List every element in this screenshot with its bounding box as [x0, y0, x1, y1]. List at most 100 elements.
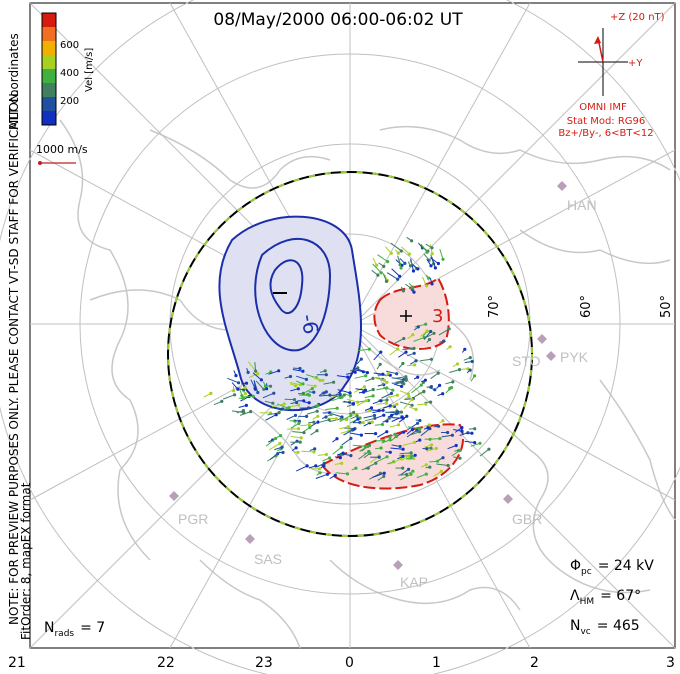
cross-polar-potential: Φpc = 24 kV — [570, 558, 654, 577]
colorbar-tick-400: 400 — [60, 68, 79, 79]
velocity-vector-origin — [340, 461, 344, 465]
velocity-vector-origin — [374, 432, 378, 436]
velocity-vector-origin — [324, 452, 328, 457]
velocity-vector-origin — [473, 374, 477, 378]
velocity-vector-origin — [376, 273, 380, 277]
velocity-vector-origin — [425, 250, 429, 254]
station-sas-marker — [245, 534, 255, 544]
velocity-vector — [349, 432, 362, 436]
velocity-vector-origin — [430, 252, 434, 256]
velocity-vector-origin — [341, 451, 345, 455]
velocity-vector-origin — [409, 451, 413, 455]
velocity-vector — [268, 370, 279, 375]
velocity-vector-origin — [262, 387, 266, 391]
velocity-vector-origin — [242, 397, 246, 401]
velocity-vector-origin — [388, 450, 392, 454]
velocity-vector — [363, 415, 375, 419]
velocity-vector-origin — [361, 420, 365, 425]
velocity-vector-origin — [395, 410, 400, 414]
velocity-vector — [339, 414, 352, 423]
velocity-vector-origin — [351, 402, 356, 406]
velocity-vector — [253, 380, 259, 393]
velocity-vector-origin — [457, 368, 462, 372]
velocity-vector-origin — [410, 403, 414, 407]
latitude-label-70: 70° — [487, 295, 502, 318]
velocity-vector — [277, 403, 288, 409]
velocity-vector — [343, 400, 354, 405]
velocity-vector-origin — [406, 454, 411, 458]
velocity-vector-origin — [410, 428, 414, 432]
velocity-vector — [240, 395, 254, 398]
velocity-vector-origin — [436, 424, 441, 428]
velocity-vector-origin — [367, 347, 371, 351]
velocity-vector-origin — [240, 394, 244, 398]
velocity-vector-origin — [432, 331, 436, 335]
velocity-vector-origin — [297, 427, 301, 431]
velocity-vector-origin — [416, 325, 420, 329]
velocity-vector-origin — [446, 463, 450, 468]
velocity-vector-origin — [429, 329, 433, 334]
velocity-vector-origin — [296, 450, 300, 454]
velocity-vector — [319, 394, 330, 397]
potential-max-label: 3 — [432, 306, 443, 327]
velocity-vector-origin — [407, 395, 411, 399]
velocity-vector — [394, 376, 406, 379]
velocity-vector-origin — [428, 437, 432, 441]
velocity-vector-origin — [307, 393, 311, 397]
velocity-vector-origin — [329, 412, 333, 417]
velocity-vector-origin — [418, 438, 422, 442]
velocity-vector-origin — [385, 430, 389, 434]
velocity-vector-origin — [346, 425, 350, 429]
velocity-vector-origin — [251, 394, 255, 398]
velocity-vector-origin — [321, 378, 325, 382]
colorbar-segment — [42, 13, 56, 28]
velocity-vector-origin — [243, 386, 247, 390]
velocity-vector-origin — [307, 406, 311, 410]
velocity-vector-origin — [429, 446, 433, 450]
velocity-vector — [400, 473, 412, 481]
velocity-vector — [438, 328, 450, 336]
velocity-vector — [470, 442, 481, 447]
velocity-vector-origin — [297, 403, 301, 407]
velocity-vector-origin — [415, 428, 419, 432]
velocity-vector-origin — [413, 440, 417, 444]
velocity-vector — [389, 458, 402, 465]
velocity-vector-origin — [395, 372, 399, 376]
velocity-vector-origin — [279, 434, 283, 438]
velocity-vector — [385, 370, 397, 375]
velocity-vector-origin — [277, 369, 281, 373]
velocity-vector — [337, 389, 351, 394]
velocity-vector-origin — [468, 368, 472, 372]
velocity-vector — [423, 331, 432, 340]
imf-source: OMNI IMF — [579, 102, 627, 113]
velocity-vector — [352, 444, 366, 447]
station-gbr: GBR — [512, 511, 542, 527]
velocity-vector-origin — [293, 413, 298, 417]
velocity-vector-origin — [377, 455, 381, 459]
velocity-vector — [286, 414, 296, 420]
velocity-vector — [287, 428, 299, 430]
velocity-vector-origin — [418, 430, 422, 434]
velocity-vector — [390, 242, 402, 252]
velocity-vector-origin — [259, 378, 263, 382]
velocity-vector-origin — [369, 406, 374, 410]
station-kap: KAP — [400, 574, 428, 590]
velocity-vector-origin — [401, 361, 405, 366]
velocity-vector-origin — [427, 423, 431, 427]
velocity-vector-origin — [237, 381, 241, 385]
velocity-vectors — [203, 236, 491, 481]
velocity-vector — [399, 452, 412, 455]
velocity-vector-origin — [396, 423, 401, 427]
velocity-vector — [413, 337, 425, 342]
velocity-vector — [449, 369, 460, 373]
velocity-vector-origin — [312, 390, 316, 394]
velocity-vector-origin — [316, 414, 320, 418]
station-han-marker — [557, 181, 567, 191]
velocity-vector-origin — [395, 393, 399, 397]
mlt-label-23: 23 — [255, 655, 273, 671]
velocity-vector-origin — [276, 452, 280, 456]
velocity-vector-origin — [424, 322, 428, 326]
velocity-vector-origin — [430, 282, 434, 286]
velocity-vector-origin — [412, 346, 416, 350]
